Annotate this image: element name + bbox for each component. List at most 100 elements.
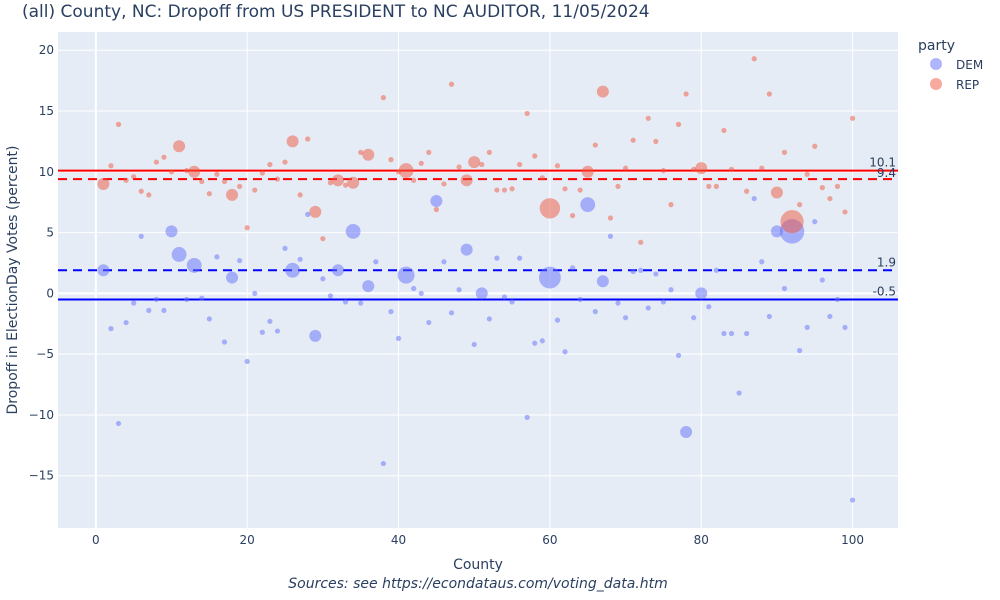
y-tick-label: −5 [36,347,54,361]
data-point-dem [770,225,783,238]
data-point-dem [706,304,712,310]
data-point-rep [728,166,735,172]
reference-line-label: 9.4 [877,166,896,180]
data-point-rep [131,174,137,180]
data-point-dem [751,195,757,202]
data-point-dem [131,300,137,306]
data-point-dem [274,328,281,334]
data-point-dem [362,280,375,293]
data-point-dem [448,310,455,316]
y-tick-label: 15 [39,104,54,118]
data-point-rep [332,174,344,187]
x-tick-label: 60 [542,533,557,547]
data-point-dem [259,329,265,335]
data-point-dem [441,259,447,265]
data-point-rep [842,209,848,215]
data-point-dem [668,287,674,293]
data-point-rep [532,153,538,159]
data-point-dem [501,294,508,300]
data-point-rep [691,166,697,172]
data-point-dem [849,497,856,503]
data-point-rep [398,163,414,178]
data-point-rep [267,161,273,168]
data-point-rep [153,159,159,165]
data-point-dem [397,266,415,284]
data-point-rep [819,185,825,191]
data-point-rep [486,149,492,155]
data-point-rep [320,236,326,242]
data-point-dem [138,233,144,239]
data-point-dem [267,318,273,324]
data-point-rep [97,177,110,190]
data-point-dem [327,293,334,299]
data-point-rep [630,137,636,143]
data-point-rep [744,188,750,194]
data-point-rep [448,81,455,87]
data-point-dem [418,290,424,296]
y-tick-label: 0 [46,286,54,300]
data-point-dem [411,285,417,292]
data-point-rep [259,170,265,176]
y-tick-label: −10 [29,408,54,422]
data-point-dem [596,275,609,288]
data-point-dem [812,219,818,225]
data-point-rep [804,171,810,177]
data-point-rep [615,183,621,189]
data-point-rep [221,178,228,185]
data-point-dem [630,268,636,275]
data-point-rep [441,181,447,187]
data-point-rep [146,192,152,198]
data-point-rep [683,91,689,97]
data-point-rep [327,180,334,186]
data-point-dem [638,267,644,273]
data-point-dem [123,319,129,326]
data-point-dem [494,255,500,261]
data-point-dem [380,460,387,467]
data-point-dem [607,233,614,239]
data-point-rep [645,115,651,121]
data-point-dem [653,271,659,277]
data-point-rep [479,161,485,168]
data-point-dem [580,197,596,213]
data-point-dem [165,225,178,238]
data-point-rep [411,177,417,183]
data-point-dem [115,420,122,427]
x-tick-label: 20 [240,533,255,547]
source-note: Sources: see https://econdataus.com/voti… [288,576,668,592]
data-point-rep [781,149,788,155]
legend-item-rep[interactable]: REP [930,78,979,92]
data-point-rep [115,121,122,127]
data-point-dem [146,307,152,313]
data-point-dem [827,313,833,320]
plot-area [58,32,898,528]
data-point-dem [226,271,239,284]
data-point-rep [706,183,712,189]
data-point-dem [781,285,788,292]
data-point-rep [834,183,841,189]
data-point-dem [161,307,167,313]
data-point-dem [834,296,841,303]
data-point-rep [592,142,598,148]
data-point-rep [581,165,594,178]
data-point-rep [433,206,439,213]
data-point-rep [759,165,765,171]
data-point-dem [554,317,561,323]
data-point-dem [819,277,825,283]
data-point-rep [184,167,190,174]
data-point-rep [206,191,212,197]
data-point-rep [554,163,561,169]
data-point-rep [622,165,629,171]
reference-line-label: 10.1 [869,156,896,170]
data-point-dem [237,257,243,264]
data-point-rep [751,56,757,62]
legend-item-dem[interactable]: DEM [930,58,983,72]
data-point-dem [562,349,568,355]
legend-title: party [918,38,955,54]
data-point-rep [286,135,299,148]
legend-marker-rep [930,78,942,90]
data-point-rep [138,188,144,194]
data-point-dem [744,330,750,337]
data-point-rep [849,115,856,121]
data-point-dem [660,299,667,305]
